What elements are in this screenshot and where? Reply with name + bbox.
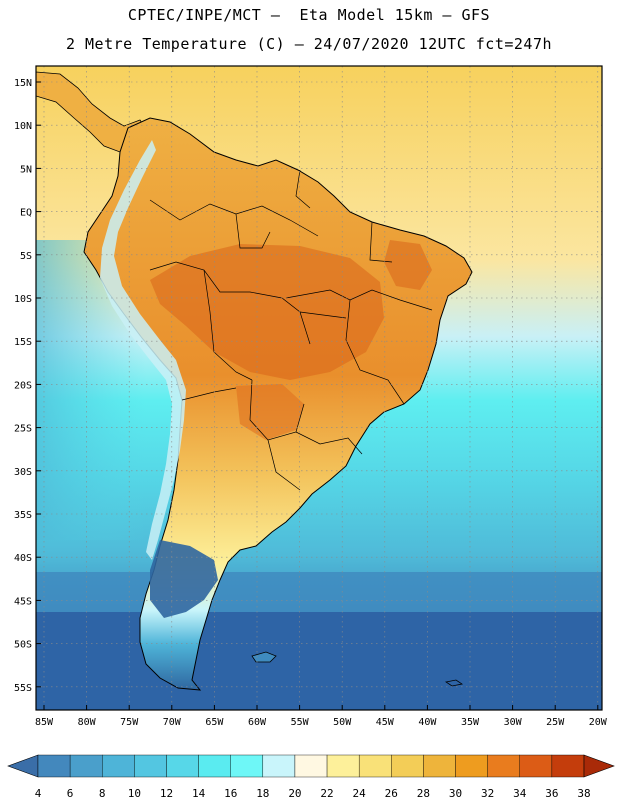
longitude-label: 20W (589, 717, 608, 728)
map-field (36, 66, 602, 710)
colorbar-segment (134, 754, 167, 778)
colorbar-label: 22 (320, 787, 333, 800)
colorbar-label: 34 (513, 787, 527, 800)
longitude-label: 70W (163, 717, 182, 728)
patagonia-cold-zone (150, 540, 218, 618)
latitude-label: 10N (14, 121, 32, 132)
colorbar-segment (37, 754, 71, 778)
latitude-label: 20S (14, 380, 32, 391)
longitude-label: 60W (248, 717, 267, 728)
colorbar-label: 4 (35, 787, 42, 800)
latitude-label: 15S (14, 337, 32, 348)
southern-ocean-deep (36, 612, 602, 710)
latitude-axis: 15N 10N 5N EQ 5S 10S 15S 20S 25S 30S 35S 40S 45S 50S 5… (14, 78, 41, 694)
colorbar-label: 30 (449, 787, 462, 800)
longitude-label: 65W (205, 717, 224, 728)
latitude-label: 5S (20, 251, 32, 262)
colorbar-label: 26 (385, 787, 398, 800)
colorbar-min-arrow (7, 754, 39, 778)
colorbar-label: 12 (160, 787, 173, 800)
map-title-line-2: 2 Metre Temperature (C) – 24/07/2020 12U… (65, 35, 553, 53)
longitude-label: 40W (418, 717, 437, 728)
temperature-colorbar: 4 6 8 10 12 14 16 18 20 22 24 26 28 30 32 34 36 38 (7, 754, 615, 800)
latitude-label: 50S (14, 640, 32, 651)
colorbar-segment (102, 754, 135, 778)
latitude-label: 40S (14, 553, 32, 564)
latitude-label: 30S (14, 467, 32, 478)
andes-cold-ridge (100, 140, 186, 560)
longitude-label: 35W (461, 717, 480, 728)
colorbar-label: 24 (353, 787, 367, 800)
colorbar-segment (294, 754, 328, 778)
latitude-label: 45S (14, 596, 32, 607)
southern-ocean-mid (36, 572, 602, 612)
latitude-label: 15N (14, 78, 32, 89)
colorbar-segment (69, 754, 103, 778)
map-frame (35, 65, 603, 711)
colorbar-segment (198, 754, 231, 778)
longitude-label: 55W (291, 717, 310, 728)
latitude-label: 10S (14, 294, 32, 305)
colorbar-segment (519, 754, 553, 778)
longitude-label: 85W (35, 717, 54, 728)
colorbar-label: 8 (99, 787, 106, 800)
latitude-label: 35S (14, 510, 32, 521)
northeast-hot-zone (384, 240, 432, 290)
colorbar-label: 16 (224, 787, 237, 800)
paraguay-warm-zone (236, 384, 304, 440)
south-georgia (444, 679, 464, 687)
colorbar-label: 18 (256, 787, 269, 800)
longitude-label: 25W (546, 717, 565, 728)
colorbar-label: 14 (192, 787, 206, 800)
longitude-label: 80W (78, 717, 97, 728)
longitude-label: 75W (120, 717, 139, 728)
colorbar-label: 10 (128, 787, 141, 800)
interior-hot-zone (150, 244, 384, 380)
latitude-label: 25S (14, 424, 32, 435)
colorbar-segment (230, 754, 264, 778)
colorbar-segment (166, 754, 199, 778)
colorbar-segment (455, 754, 488, 778)
longitude-label: 45W (376, 717, 395, 728)
colorbar-segment (262, 754, 296, 778)
longitude-label: 50W (333, 717, 352, 728)
latitude-label: 5N (20, 164, 32, 175)
longitude-label: 30W (504, 717, 523, 728)
colorbar-label: 28 (417, 787, 430, 800)
colorbar-segment (487, 754, 520, 778)
latitude-label: 55S (14, 683, 32, 694)
colorbar-label: 36 (545, 787, 558, 800)
colorbar-segment (423, 754, 456, 778)
colorbar-segment (326, 754, 360, 778)
falkland-islands (251, 651, 277, 663)
colorbar-label: 6 (67, 787, 74, 800)
colorbar-segment (391, 754, 424, 778)
colorbar-segment (358, 754, 392, 778)
longitude-axis: 85W 80W 75W 70W 65W 60W 55W 50W 45W 40W 35W 30W 25W 2… (35, 705, 608, 728)
colorbar-label: 32 (481, 787, 494, 800)
country-borders (149, 169, 433, 491)
colorbar-max-arrow (583, 754, 615, 778)
map-title-line-1: CPTEC/INPE/MCT – Eta Model 15km – GFS (127, 6, 491, 24)
latitude-label: EQ (20, 208, 32, 219)
colorbar-label: 38 (577, 787, 590, 800)
colorbar-segment (551, 754, 585, 778)
colorbar-label: 20 (288, 787, 301, 800)
